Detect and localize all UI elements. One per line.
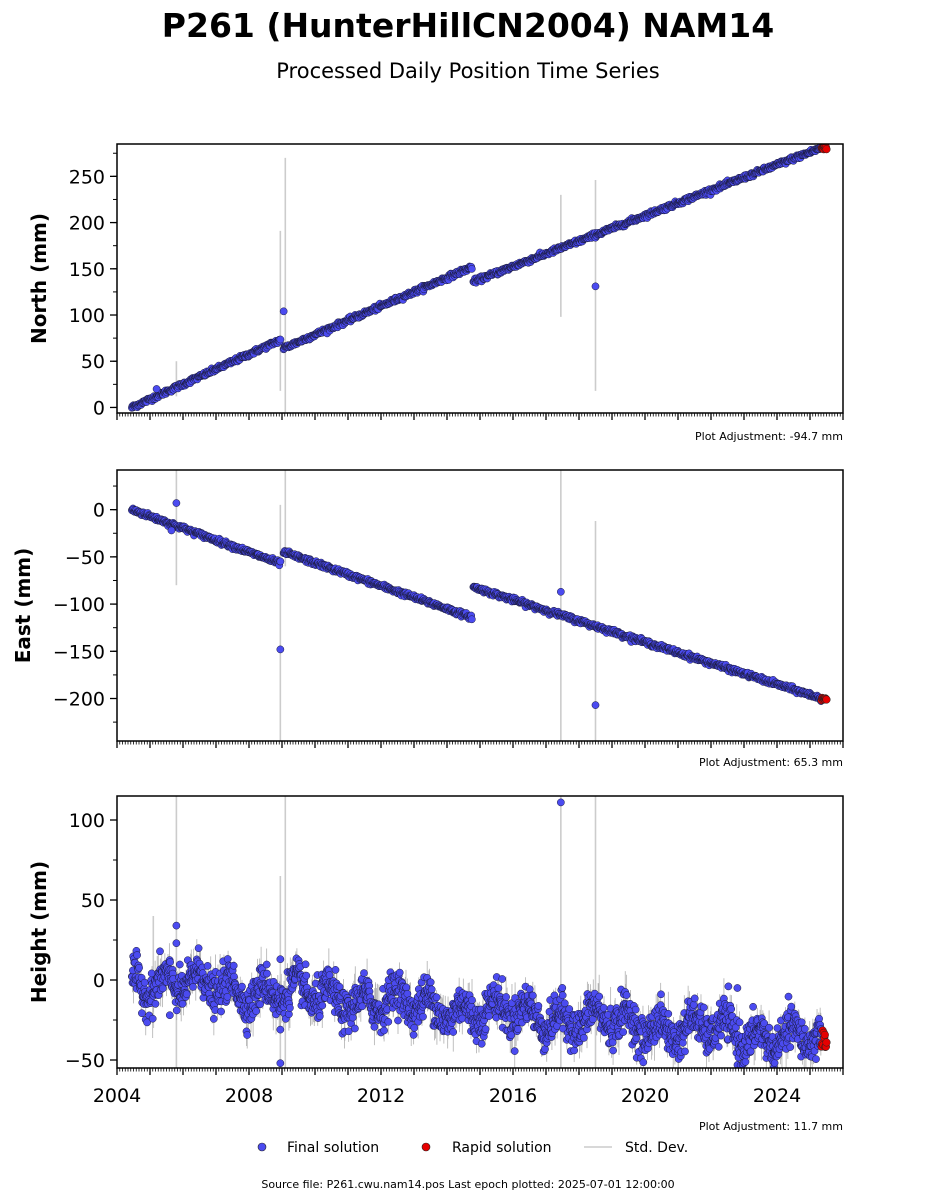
final-point xyxy=(514,1026,521,1033)
final-point xyxy=(371,1023,378,1030)
final-point xyxy=(210,1015,217,1022)
final-point xyxy=(381,1027,388,1034)
final-point xyxy=(244,1031,251,1038)
final-point xyxy=(394,1017,401,1024)
plot-area xyxy=(128,796,830,1083)
final-point xyxy=(385,1018,392,1025)
final-point xyxy=(159,985,166,992)
y-axis-label: East (mm) xyxy=(11,548,35,664)
final-point xyxy=(285,1011,292,1018)
chart-title: P261 (HunterHillCN2004) NAM14 xyxy=(162,6,774,45)
final-point xyxy=(230,973,237,980)
y-tick-label: 0 xyxy=(93,500,105,522)
final-point xyxy=(141,979,148,986)
final-point xyxy=(468,997,475,1004)
final-point xyxy=(332,966,339,973)
final-point xyxy=(230,962,237,969)
plot-area xyxy=(128,142,830,412)
plot-area xyxy=(128,470,830,741)
final-point xyxy=(316,1013,323,1020)
final-point xyxy=(195,945,202,952)
final-point xyxy=(156,948,163,955)
final-point xyxy=(419,1013,426,1020)
final-point xyxy=(179,1000,186,1007)
y-tick-label: −200 xyxy=(53,689,105,711)
final-point xyxy=(482,1026,489,1033)
y-tick-label: 250 xyxy=(69,166,105,188)
final-point xyxy=(503,993,510,1000)
final-point xyxy=(224,955,231,962)
final-point xyxy=(280,308,287,315)
final-point xyxy=(238,983,245,990)
final-point xyxy=(286,1004,293,1011)
final-point xyxy=(183,991,190,998)
final-point xyxy=(592,283,599,290)
final-point xyxy=(428,986,435,993)
final-point xyxy=(468,265,475,272)
final-point xyxy=(410,1031,417,1038)
final-point xyxy=(173,1007,180,1014)
final-point xyxy=(360,970,367,977)
final-point xyxy=(302,961,309,968)
final-point xyxy=(134,952,141,959)
final-point xyxy=(152,1000,159,1007)
final-point xyxy=(253,1008,260,1015)
rapid-point xyxy=(823,145,831,153)
final-point xyxy=(511,1048,518,1055)
y-tick-label: 150 xyxy=(69,259,105,281)
y-tick-label: 0 xyxy=(93,397,105,419)
final-point xyxy=(136,964,143,971)
final-point xyxy=(277,336,284,343)
axes-frame xyxy=(117,470,843,741)
final-point xyxy=(359,1003,366,1010)
final-point xyxy=(153,385,160,392)
y-tick-label: −100 xyxy=(53,594,105,616)
y-axis-label: North (mm) xyxy=(27,213,51,344)
y-tick-label: −150 xyxy=(53,641,105,663)
y-tick-label: 200 xyxy=(69,213,105,235)
final-point xyxy=(499,975,506,982)
final-point xyxy=(168,527,175,534)
final-point xyxy=(189,983,196,990)
final-point xyxy=(277,558,284,565)
final-point xyxy=(396,969,403,976)
rapid-point xyxy=(823,696,831,704)
y-tick-label: 50 xyxy=(81,351,105,373)
final-point xyxy=(319,1002,326,1009)
final-point xyxy=(263,970,270,977)
final-point xyxy=(167,958,174,965)
y-tick-label: 100 xyxy=(69,305,105,327)
y-tick-label: −50 xyxy=(65,547,105,569)
final-point xyxy=(450,1028,457,1035)
final-point xyxy=(263,961,270,968)
final-point xyxy=(495,985,502,992)
final-point xyxy=(468,616,475,623)
final-point xyxy=(351,1025,358,1032)
final-point xyxy=(303,972,310,979)
final-point xyxy=(433,994,440,1001)
final-point xyxy=(138,1010,145,1017)
final-point xyxy=(478,1040,485,1047)
final-point xyxy=(218,1008,225,1015)
final-point xyxy=(176,961,183,968)
final-point xyxy=(592,702,599,709)
final-point xyxy=(557,588,564,595)
final-point xyxy=(277,646,284,653)
final-point xyxy=(204,962,211,969)
final-point xyxy=(427,979,434,986)
final-point xyxy=(485,1013,492,1020)
east-panel: 0 −50 −100 −150 −200 East (mm) xyxy=(11,470,843,748)
north-panel: 0 50 100 150 200 250 North (mm) xyxy=(27,142,843,420)
chart-subtitle: Processed Daily Position Time Series xyxy=(276,59,660,83)
final-point xyxy=(173,499,180,506)
final-point xyxy=(149,1015,156,1022)
final-point xyxy=(403,984,410,991)
